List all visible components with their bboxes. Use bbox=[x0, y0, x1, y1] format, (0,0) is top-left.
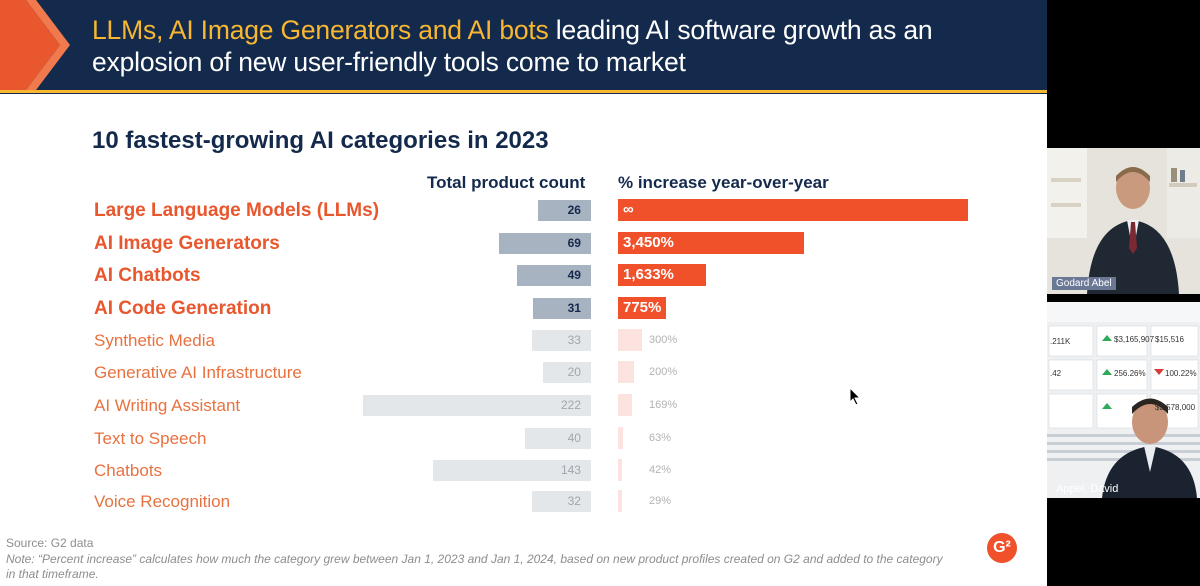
category-label: Chatbots bbox=[94, 461, 163, 480]
product-count-bar: 33 bbox=[531, 330, 591, 351]
mouse-pointer-icon bbox=[849, 387, 862, 406]
chart-row: AI Code Generation 31 775% bbox=[0, 297, 1047, 321]
category-label: Text to Speech bbox=[94, 429, 207, 448]
dashboard-cell: .211K bbox=[1050, 337, 1071, 346]
category-label: AI Image Generators bbox=[94, 233, 280, 254]
header-underline bbox=[0, 90, 1047, 93]
chart-row: AI Image Generators 69 3,450% bbox=[0, 232, 1047, 256]
chart-row: Synthetic Media 33 300% bbox=[0, 329, 1047, 353]
video-feed-dashboard-background-icon bbox=[1047, 302, 1200, 498]
percent-increase-label: ∞ bbox=[623, 201, 634, 218]
category-label: AI Code Generation bbox=[94, 298, 272, 319]
count-column-header: Total product count bbox=[427, 173, 586, 192]
g2-logo: G² bbox=[987, 533, 1017, 563]
category-label: Synthetic Media bbox=[94, 331, 215, 350]
percent-increase-label: 1,633% bbox=[623, 266, 674, 283]
percent-increase-bar bbox=[618, 361, 634, 383]
percent-increase-bar bbox=[618, 427, 624, 449]
percent-increase-label: 775% bbox=[623, 299, 662, 316]
product-count-bar: 222 bbox=[363, 395, 591, 416]
category-label: Large Language Models (LLMs) bbox=[94, 200, 380, 221]
footnote: Note: “Percent increase” calculates how … bbox=[6, 552, 943, 581]
product-count-bar: 69 bbox=[499, 233, 591, 254]
percent-increase-label: 169% bbox=[649, 399, 678, 411]
dashboard-cell: 100.22% bbox=[1165, 369, 1197, 378]
category-label: Voice Recognition bbox=[94, 492, 231, 511]
slide-title-highlight: LLMs, AI Image Generators and AI bots bbox=[92, 15, 549, 45]
slide-header: LLMs, AI Image Generators and AI bots le… bbox=[0, 0, 1047, 94]
chart-subtitle: 10 fastest-growing AI categories in 2023 bbox=[92, 127, 549, 154]
percent-increase-bar bbox=[618, 394, 632, 416]
chart-row: AI Writing Assistant 222 169% bbox=[0, 394, 1047, 418]
dashboard-cell: $3,165,907 bbox=[1114, 335, 1155, 344]
participant-name-2: Appel, David bbox=[1056, 483, 1119, 495]
product-count-bar: 20 bbox=[543, 362, 591, 383]
chevron-accent-icon bbox=[0, 0, 70, 90]
category-label: AI Writing Assistant bbox=[94, 396, 241, 415]
participant-name-1: Godard Abel bbox=[1052, 277, 1116, 290]
presentation-slide: LLMs, AI Image Generators and AI bots le… bbox=[0, 0, 1047, 586]
chart-row: Chatbots 143 42% bbox=[0, 459, 1047, 483]
slide-title: LLMs, AI Image Generators and AI bots le… bbox=[92, 14, 1032, 78]
category-label: Generative AI Infrastructure bbox=[94, 363, 302, 382]
chart-row: AI Chatbots 49 1,633% bbox=[0, 264, 1047, 288]
dashboard-cell: $15,516 bbox=[1155, 335, 1184, 344]
percent-increase-label: 42% bbox=[649, 464, 672, 476]
percent-column-header: % increase year-over-year bbox=[618, 173, 829, 192]
slide-title-rest: leading AI software growth as an explosi… bbox=[92, 15, 933, 77]
percent-increase-label: 63% bbox=[649, 432, 672, 444]
percent-increase-bar bbox=[618, 329, 642, 351]
source-note: Source: G2 data bbox=[6, 536, 94, 550]
product-count-bar: 49 bbox=[517, 265, 591, 286]
percent-increase-label: 3,450% bbox=[623, 234, 674, 251]
percent-increase-bar bbox=[618, 264, 707, 286]
dashboard-cell: $2,578,000 bbox=[1155, 403, 1196, 412]
chart-row: Large Language Models (LLMs) 26 ∞ bbox=[0, 199, 1047, 223]
percent-increase-bar bbox=[618, 459, 622, 481]
chart-row: Generative AI Infrastructure 20 200% bbox=[0, 361, 1047, 385]
participant-video-godard-abel[interactable]: Godard Abel bbox=[1047, 148, 1200, 294]
product-count-bar: 32 bbox=[532, 491, 591, 512]
dashboard-cell: 256.26% bbox=[1114, 369, 1146, 378]
percent-increase-bar bbox=[618, 297, 666, 319]
percent-increase-label: 300% bbox=[649, 334, 678, 346]
product-count-bar: 40 bbox=[525, 428, 591, 449]
participant-video-david-appel[interactable]: $15,516 .211K $3,165,907 .42 256.26% 100… bbox=[1047, 302, 1200, 498]
percent-increase-bar bbox=[618, 199, 968, 221]
chart-row: Text to Speech 40 63% bbox=[0, 427, 1047, 451]
chart-row: Voice Recognition 32 29% bbox=[0, 490, 1047, 514]
product-count-bar: 143 bbox=[433, 460, 591, 481]
video-feed-person-icon bbox=[1047, 148, 1200, 294]
percent-increase-bar bbox=[618, 490, 622, 512]
product-count-bar: 26 bbox=[537, 200, 591, 221]
dashboard-cell: .42 bbox=[1050, 369, 1062, 378]
percent-increase-bar bbox=[618, 232, 804, 254]
category-label: AI Chatbots bbox=[94, 265, 201, 286]
percent-increase-label: 29% bbox=[649, 495, 672, 507]
product-count-bar: 31 bbox=[533, 298, 591, 319]
percent-increase-label: 200% bbox=[649, 366, 678, 378]
